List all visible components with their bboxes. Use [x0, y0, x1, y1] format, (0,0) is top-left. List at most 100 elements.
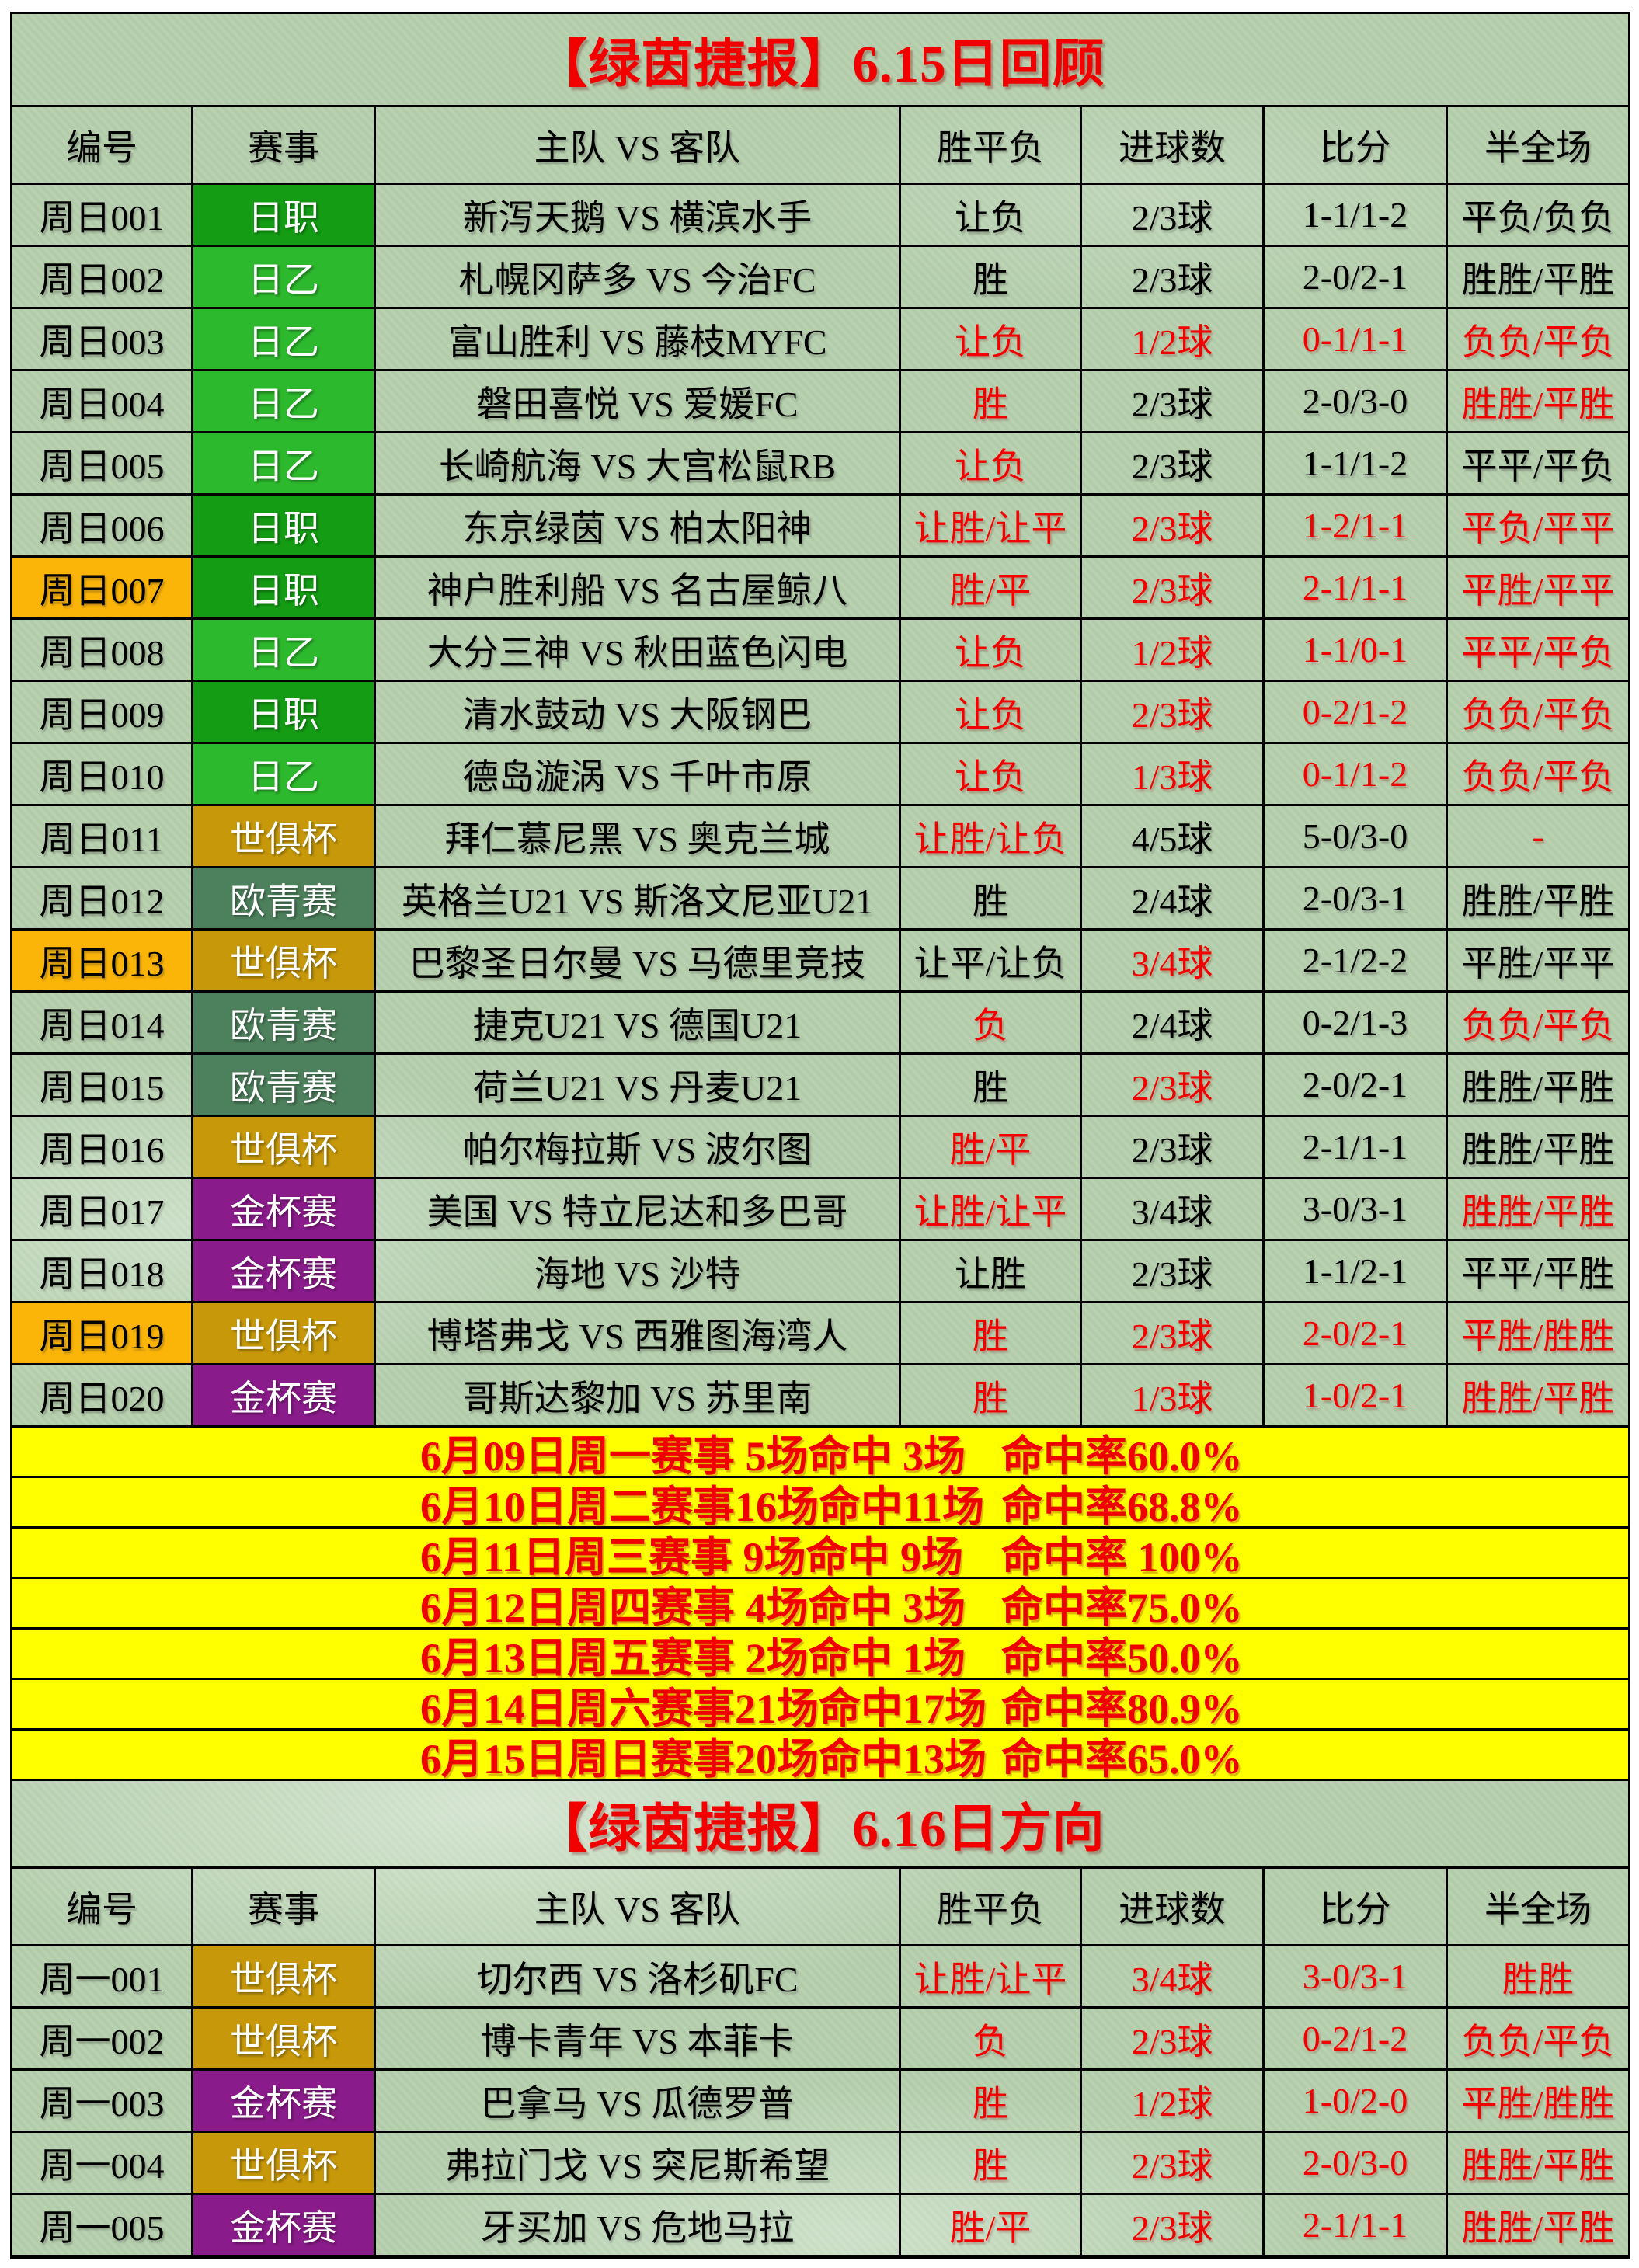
match-number-cell: 周日001: [12, 185, 193, 245]
league-badge: 日职: [193, 558, 376, 617]
wdl-cell: 让胜/让平: [901, 1179, 1082, 1239]
table-row: 周日015 欧青赛 荷兰U21 VS 丹麦U21 胜 2/3球 2-0/2-1 胜胜/平胜: [12, 1055, 1628, 1117]
summary-row: 6月13日周五赛事 2场命中 1场 命中率50.0%: [12, 1630, 1628, 1682]
league-badge: 金杯赛: [193, 1241, 376, 1301]
league-badge: 金杯赛: [193, 2195, 376, 2255]
league-badge: 世俱杯: [193, 806, 376, 866]
score-cell: 1-1/1-2: [1265, 185, 1448, 245]
score-cell: 2-1/1-1: [1265, 1117, 1448, 1177]
wdl-cell: 让负: [901, 744, 1082, 804]
half-full-cell: 胜胜: [1502, 1959, 1574, 1999]
teams-cell: 哥斯达黎加 VS 苏里南: [376, 1365, 901, 1425]
match-number-cell: 周一002: [12, 2009, 193, 2068]
summary-text: 6月10日周二赛事16场命中11场: [420, 1483, 985, 1530]
league-badge: 日职: [193, 185, 376, 245]
wdl-cell: 胜: [901, 2133, 1082, 2193]
forecast-title-row: 【绿茵捷报】6.16日方向: [12, 1781, 1628, 1869]
summary-row: 6月14日周六赛事21场命中17场 命中率80.9%: [12, 1680, 1628, 1732]
summary-rate: 命中率68.8%: [1001, 1483, 1243, 1530]
review-table: 周日001 日职 新泻天鹅 VS 横滨水手 让负 2/3球 1-1/1-2 平负/负负 周日0…: [12, 185, 1628, 1428]
table-row: 周日002 日乙 札幌冈萨多 VS 今治FC 胜 2/3球 2-0/2-1 胜胜/平胜: [12, 247, 1628, 309]
summary-text: 6月15日周日赛事20场命中13场: [420, 1735, 987, 1783]
table-row: 周日010 日乙 德岛漩涡 VS 千叶市原 让负 1/3球 0-1/1-2 负负/平负: [12, 744, 1628, 806]
score-cell: 0-1/1-1: [1265, 309, 1448, 369]
table-row: 周日005 日乙 长崎航海 VS 大宫松鼠RB 让负 2/3球 1-1/1-2 平平/平负: [12, 433, 1628, 496]
header-goals: 进球数: [1082, 107, 1265, 183]
league-badge: 世俱杯: [193, 1946, 376, 2006]
score-cell: 5-0/3-0: [1265, 806, 1448, 866]
wdl-cell: 让胜/让平: [901, 496, 1082, 555]
goals-cell: 2/3球: [1082, 247, 1265, 307]
score-cell: 2-0/2-1: [1265, 1055, 1448, 1115]
score-cell: 0-1/1-2: [1265, 744, 1448, 804]
score-cell: 1-1/2-1: [1265, 1241, 1448, 1301]
match-number-cell: 周日012: [12, 868, 193, 928]
teams-cell: 荷兰U21 VS 丹麦U21: [376, 1055, 901, 1115]
summary-text: 6月14日周六赛事21场命中17场: [420, 1685, 987, 1732]
table-row: 周日018 金杯赛 海地 VS 沙特 让胜 2/3球 1-1/2-1 平平/平胜: [12, 1241, 1628, 1303]
wdl-cell: 胜: [901, 1365, 1082, 1425]
header-teams: 主队 VS 客队: [376, 1869, 901, 1944]
league-badge: 金杯赛: [193, 1365, 376, 1425]
match-number-cell: 周日008: [12, 620, 193, 680]
goals-cell: 3/4球: [1082, 931, 1265, 990]
match-number-cell: 周一005: [12, 2195, 193, 2255]
header-league: 赛事: [193, 1869, 376, 1944]
header-league: 赛事: [193, 107, 376, 183]
goals-cell: 2/3球: [1082, 1055, 1265, 1115]
goals-cell: 3/4球: [1082, 1946, 1265, 2006]
header-halffull: 半全场: [1484, 127, 1592, 168]
teams-cell: 切尔西 VS 洛杉矶FC: [376, 1946, 901, 2006]
teams-cell: 新泻天鹅 VS 横滨水手: [376, 185, 901, 245]
league-badge: 欧青赛: [193, 993, 376, 1052]
forecast-header-row: 编号 赛事 主队 VS 客队 胜平负 进球数 比分 半全场: [12, 1869, 1628, 1946]
teams-cell: 帕尔梅拉斯 VS 波尔图: [376, 1117, 901, 1177]
goals-cell: 2/3球: [1082, 1303, 1265, 1363]
summary-row: 6月15日周日赛事20场命中13场 命中率65.0%: [12, 1731, 1628, 1783]
match-number-cell: 周一004: [12, 2133, 193, 2193]
match-number-cell: 周日006: [12, 496, 193, 555]
wdl-cell: 让胜: [901, 1241, 1082, 1301]
score-cell: 0-2/1-3: [1265, 993, 1448, 1052]
teams-cell: 弗拉门戈 VS 突尼斯希望: [376, 2133, 901, 2193]
match-number-cell: 周日009: [12, 682, 193, 742]
goals-cell: 2/3球: [1082, 682, 1265, 742]
wdl-cell: 胜: [901, 371, 1082, 431]
league-badge: 日乙: [193, 371, 376, 431]
match-number-cell: 周日002: [12, 247, 193, 307]
table-row: 周日017 金杯赛 美国 VS 特立尼达和多巴哥 让胜/让平 3/4球 3-0/3-1 胜胜…: [12, 1179, 1628, 1241]
score-cell: 1-1/0-1: [1265, 620, 1448, 680]
match-number-cell: 周一003: [12, 2071, 193, 2131]
header-number: 编号: [12, 107, 193, 183]
goals-cell: 1/2球: [1082, 2071, 1265, 2131]
wdl-cell: 让负: [901, 309, 1082, 369]
score-cell: 2-1/1-1: [1265, 2195, 1448, 2255]
teams-cell: 捷克U21 VS 德国U21: [376, 993, 901, 1052]
goals-cell: 2/3球: [1082, 433, 1265, 493]
half-full-cell: 平胜/胜胜: [1461, 2083, 1615, 2124]
goals-cell: 3/4球: [1082, 1179, 1265, 1239]
score-cell: 2-1/1-1: [1265, 558, 1448, 617]
table-row: 周一003 金杯赛 巴拿马 VS 瓜德罗普胜 1/2球 1-0/2-0 平胜/胜胜: [12, 2071, 1628, 2133]
wdl-cell: 胜: [901, 1055, 1082, 1115]
league-badge: 世俱杯: [193, 2009, 376, 2068]
half-full-cell: 平胜/胜胜: [1461, 1316, 1615, 1356]
summary-rate: 命中率 100%: [1001, 1533, 1243, 1581]
teams-cell: 博塔弗戈 VS 西雅图海湾人: [376, 1303, 901, 1363]
goals-cell: 2/3球: [1082, 558, 1265, 617]
header-number: 编号: [12, 1869, 193, 1944]
match-number-cell: 周日004: [12, 371, 193, 431]
half-full-cell: 平胜/平平: [1461, 943, 1615, 983]
summary-row: 6月12日周四赛事 4场命中 3场 命中率75.0%: [12, 1579, 1628, 1631]
goals-cell: 2/3球: [1082, 1117, 1265, 1177]
half-full-cell: 平负/平平: [1461, 508, 1615, 548]
header-score: 比分: [1265, 107, 1448, 183]
teams-cell: 磐田喜悦 VS 爱媛FC: [376, 371, 901, 431]
teams-cell: 巴黎圣日尔曼 VS 马德里竞技: [376, 931, 901, 990]
table-row: 周日009 日职 清水鼓动 VS 大阪钢巴 让负 2/3球 0-2/1-2 负负/平负: [12, 682, 1628, 744]
match-number-cell: 周日003: [12, 309, 193, 369]
half-full-cell: 负负/平负: [1461, 2021, 1615, 2061]
header-teams: 主队 VS 客队: [376, 107, 901, 183]
score-cell: 3-0/3-1: [1265, 1179, 1448, 1239]
wdl-cell: 胜: [901, 2071, 1082, 2131]
